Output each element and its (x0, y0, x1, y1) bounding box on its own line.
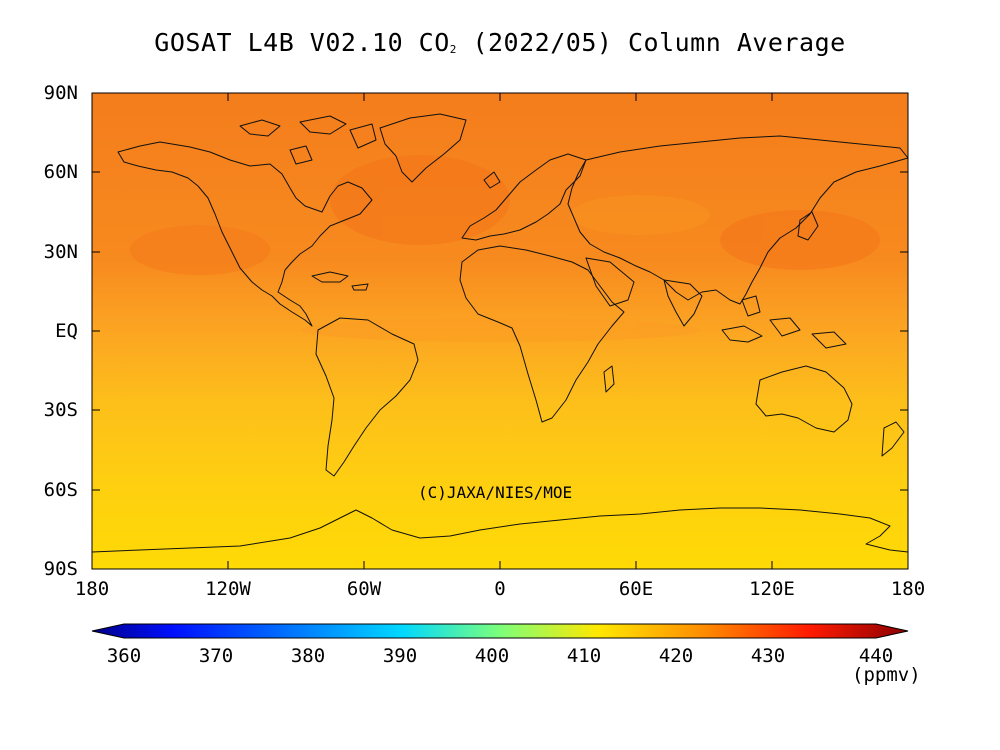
x-tick-label: 120W (205, 578, 251, 600)
colorbar-unit: (ppmv) (852, 664, 921, 686)
colorbar-tick-label: 380 (290, 645, 326, 667)
x-tick-label: 120E (749, 578, 795, 600)
colorbar-tick-label: 390 (382, 645, 418, 667)
x-tick-label: 0 (494, 578, 506, 600)
y-tick-label: 90S (43, 558, 78, 580)
colorbar-tick-label: 420 (658, 645, 694, 667)
y-tick-label: EQ (55, 320, 78, 342)
colorbar-tick-label: 440 (858, 645, 894, 667)
x-tick-label: 180 (890, 578, 926, 600)
colorbar-tick-label: 410 (566, 645, 602, 667)
coastlines (92, 113, 908, 553)
x-tick-label: 180 (74, 578, 110, 600)
y-tick-label: 60N (43, 161, 78, 183)
colorbar (91, 623, 909, 639)
colorbar-tick-label: 360 (106, 645, 142, 667)
x-tick-label: 60E (618, 578, 654, 600)
y-tick-label: 30N (43, 241, 78, 263)
axis-ticks (91, 92, 909, 570)
x-tick-label: 60W (346, 578, 382, 600)
co2-heatmap-field (92, 93, 908, 569)
y-tick-label: 60S (43, 479, 78, 501)
colorbar-tick-label: 430 (750, 645, 786, 667)
colorbar-tick-label: 370 (198, 645, 234, 667)
y-tick-label: 90N (43, 82, 78, 104)
copyright-text: (C)JAXA/NIES/MOE (418, 483, 573, 502)
colorbar-tick-label: 400 (474, 645, 510, 667)
y-tick-label: 30S (43, 399, 78, 421)
chart-title: GOSAT L4B V02.10 CO2 (2022/05) Column Av… (154, 28, 846, 57)
